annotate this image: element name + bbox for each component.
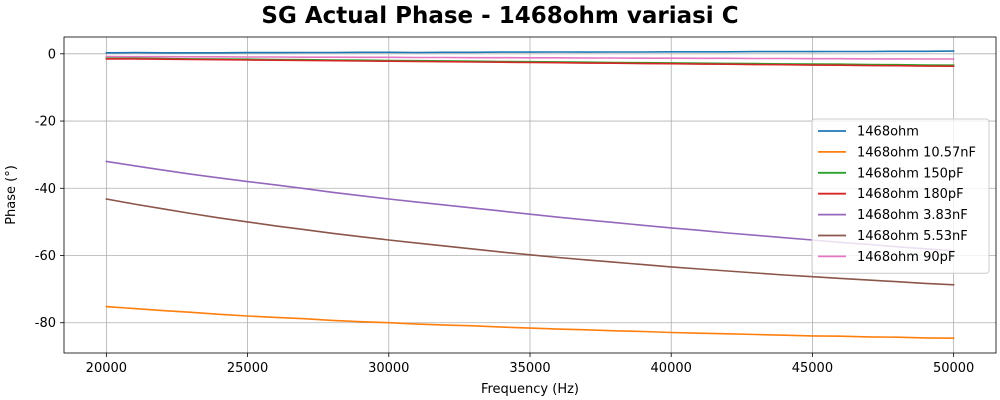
x-tick-label: 40000: [651, 361, 692, 376]
legend-entry-label: 1468ohm 90pF: [857, 250, 955, 265]
x-axis-label: Frequency (Hz): [481, 382, 579, 397]
legend-box: [811, 118, 990, 274]
x-tick-label: 25000: [227, 361, 268, 376]
y-tick-label: -40: [35, 182, 56, 197]
legend: 1468ohm 1468ohm 10.57nF 1468ohm 150pF 1468o…: [811, 118, 990, 274]
y-tick-label: 0: [48, 47, 56, 62]
y-tick-label: -80: [35, 316, 56, 331]
y-axis-ticks: 0 -20 -40 -60 -80: [35, 47, 64, 331]
x-tick-label: 50000: [933, 361, 974, 376]
legend-entry-label: 1468ohm 3.83nF: [857, 208, 968, 223]
y-axis-label: Phase (°): [4, 165, 19, 225]
series-lines: [105, 50, 955, 340]
x-tick-label: 20000: [86, 361, 127, 376]
legend-entry-label: 1468ohm: [857, 125, 919, 140]
series-line: [105, 58, 955, 68]
legend-entry-label: 1468ohm 10.57nF: [857, 145, 976, 160]
series-line: [105, 198, 955, 286]
x-tick-label: 45000: [792, 361, 833, 376]
legend-entry-label: 1468ohm 5.53nF: [857, 229, 968, 244]
chart-title: SG Actual Phase - 1468ohm variasi C: [261, 3, 738, 29]
x-tick-label: 30000: [368, 361, 409, 376]
legend-entry-label: 1468ohm 150pF: [857, 166, 964, 181]
x-axis-ticks: 20000 25000 30000 35000 40000 45000 50000: [86, 353, 974, 376]
y-tick-label: -60: [35, 249, 56, 264]
y-tick-label: -20: [35, 115, 56, 130]
series-line: [105, 305, 955, 340]
x-tick-label: 35000: [509, 361, 550, 376]
legend-entry-label: 1468ohm 180pF: [857, 187, 964, 202]
series-line: [105, 50, 955, 54]
series-line: [105, 55, 955, 60]
